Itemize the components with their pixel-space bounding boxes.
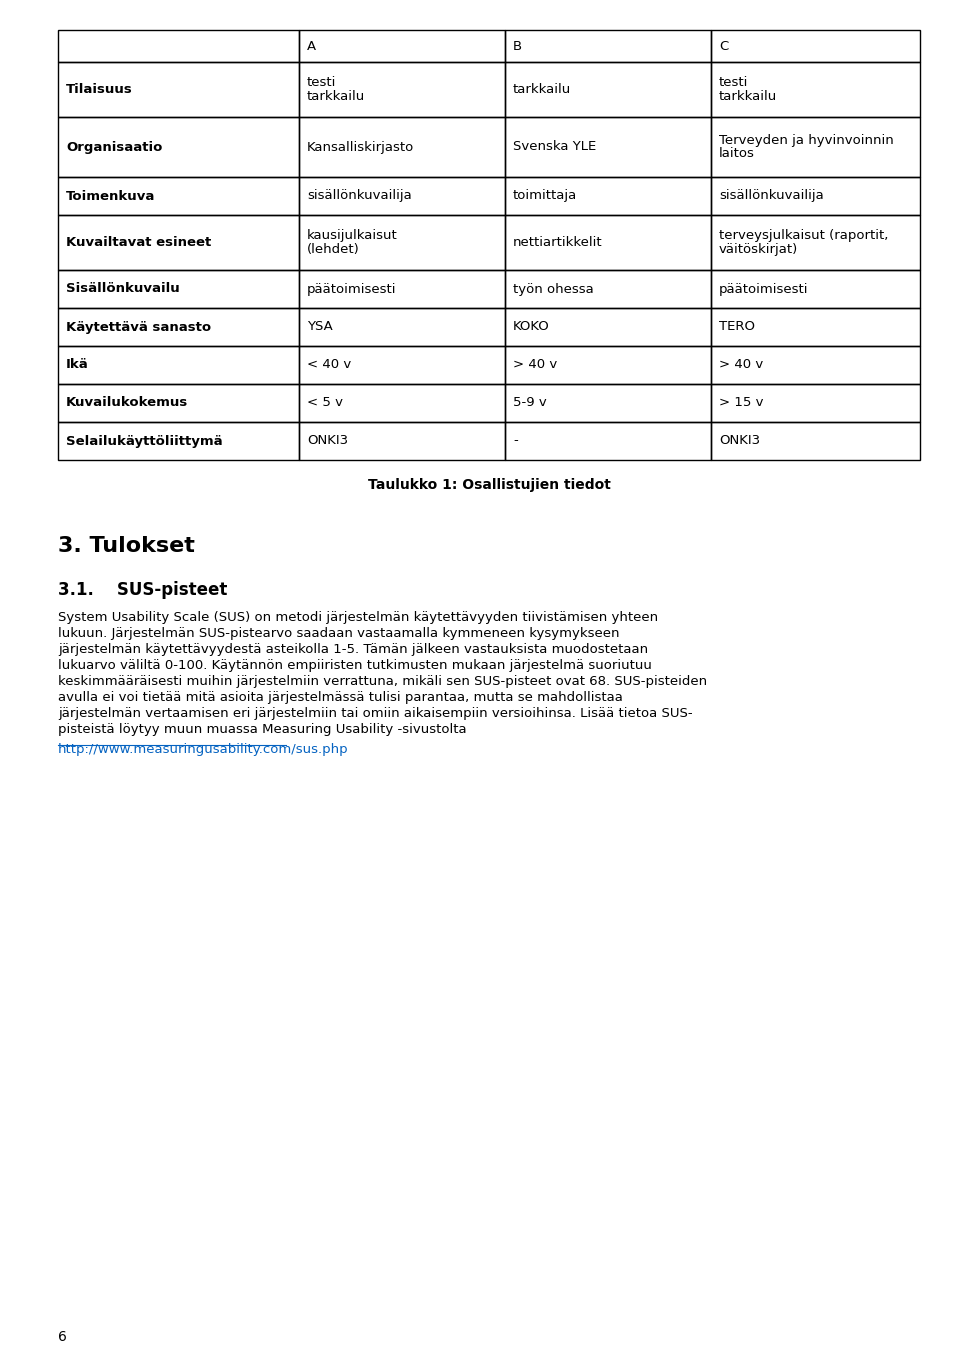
- Bar: [58, 308, 299, 346]
- Bar: [505, 422, 711, 460]
- Text: sisällönkuvailija: sisällönkuvailija: [307, 189, 412, 203]
- Text: Toimenkuva: Toimenkuva: [66, 189, 156, 203]
- Text: kausijulkaisut: kausijulkaisut: [307, 230, 397, 242]
- Text: sisällönkuvailija: sisällönkuvailija: [719, 189, 824, 203]
- Text: Ikä: Ikä: [66, 358, 88, 372]
- Bar: [505, 384, 711, 422]
- Bar: [58, 270, 299, 308]
- Text: laitos: laitos: [719, 147, 755, 159]
- Bar: [505, 30, 711, 63]
- Text: (lehdet): (lehdet): [307, 242, 360, 256]
- Text: Käytettävä sanasto: Käytettävä sanasto: [66, 320, 211, 334]
- Text: 3.1.    SUS-pisteet: 3.1. SUS-pisteet: [58, 582, 228, 599]
- Text: 5-9 v: 5-9 v: [513, 396, 547, 410]
- Bar: [711, 177, 920, 215]
- Bar: [505, 177, 711, 215]
- Bar: [505, 117, 711, 177]
- Text: avulla ei voi tietää mitä asioita järjestelmässä tulisi parantaa, mutta se mahdo: avulla ei voi tietää mitä asioita järjes…: [58, 691, 623, 704]
- Bar: [58, 30, 299, 63]
- Text: lukuun. Järjestelmän SUS-pistearvo saadaan vastaamalla kymmeneen kysymykseen: lukuun. Järjestelmän SUS-pistearvo saada…: [58, 627, 619, 640]
- Text: > 40 v: > 40 v: [513, 358, 557, 372]
- Text: pisteistä löytyy muun muassa Measuring Usability -sivustolta: pisteistä löytyy muun muassa Measuring U…: [58, 723, 467, 735]
- Text: terveysjulkaisut (raportit,: terveysjulkaisut (raportit,: [719, 230, 888, 242]
- Text: keskimmääräisesti muihin järjestelmiin verrattuna, mikäli sen SUS-pisteet ovat 6: keskimmääräisesti muihin järjestelmiin v…: [58, 676, 708, 688]
- Bar: [711, 384, 920, 422]
- Text: -: -: [513, 434, 517, 448]
- Text: järjestelmän vertaamisen eri järjestelmiin tai omiin aikaisempiin versioihinsa. : järjestelmän vertaamisen eri järjestelmi…: [58, 707, 692, 720]
- Bar: [299, 30, 505, 63]
- Text: C: C: [719, 39, 729, 53]
- Text: toimittaja: toimittaja: [513, 189, 577, 203]
- Text: ONKI3: ONKI3: [307, 434, 348, 448]
- Text: työn ohessa: työn ohessa: [513, 282, 593, 296]
- Bar: [58, 177, 299, 215]
- Bar: [299, 177, 505, 215]
- Bar: [505, 63, 711, 117]
- Text: 6: 6: [58, 1331, 67, 1344]
- Text: TERO: TERO: [719, 320, 755, 334]
- Text: nettiartikkelit: nettiartikkelit: [513, 236, 603, 249]
- Bar: [58, 117, 299, 177]
- Bar: [505, 308, 711, 346]
- Text: Sisällönkuvailu: Sisällönkuvailu: [66, 282, 180, 296]
- Text: < 40 v: < 40 v: [307, 358, 351, 372]
- Bar: [711, 422, 920, 460]
- Bar: [299, 270, 505, 308]
- Text: Kuvailtavat esineet: Kuvailtavat esineet: [66, 236, 211, 249]
- Bar: [58, 384, 299, 422]
- Bar: [711, 308, 920, 346]
- Text: päätoimisesti: päätoimisesti: [307, 282, 396, 296]
- Text: Kansalliskirjasto: Kansalliskirjasto: [307, 140, 415, 154]
- Text: tarkkailu: tarkkailu: [307, 90, 365, 102]
- Bar: [505, 346, 711, 384]
- Bar: [711, 215, 920, 270]
- Bar: [711, 30, 920, 63]
- Bar: [58, 215, 299, 270]
- Bar: [58, 422, 299, 460]
- Bar: [505, 270, 711, 308]
- Bar: [299, 215, 505, 270]
- Bar: [299, 384, 505, 422]
- Text: Taulukko 1: Osallistujien tiedot: Taulukko 1: Osallistujien tiedot: [368, 478, 611, 492]
- Text: KOKO: KOKO: [513, 320, 550, 334]
- Text: ONKI3: ONKI3: [719, 434, 760, 448]
- Text: väitöskirjat): väitöskirjat): [719, 242, 799, 256]
- Bar: [299, 422, 505, 460]
- Text: Selailukäyttöliittymä: Selailukäyttöliittymä: [66, 434, 223, 448]
- Text: http://www.measuringusability.com/sus.php: http://www.measuringusability.com/sus.ph…: [58, 744, 348, 756]
- Bar: [58, 63, 299, 117]
- Text: Kuvailukokemus: Kuvailukokemus: [66, 396, 188, 410]
- Text: Tilaisuus: Tilaisuus: [66, 83, 132, 95]
- Text: < 5 v: < 5 v: [307, 396, 343, 410]
- Text: tarkkailu: tarkkailu: [513, 83, 571, 95]
- Text: Terveyden ja hyvinvoinnin: Terveyden ja hyvinvoinnin: [719, 133, 894, 147]
- Text: B: B: [513, 39, 522, 53]
- Bar: [505, 215, 711, 270]
- Bar: [711, 63, 920, 117]
- Bar: [299, 63, 505, 117]
- Text: testi: testi: [307, 76, 336, 90]
- Bar: [299, 117, 505, 177]
- Text: > 40 v: > 40 v: [719, 358, 763, 372]
- Bar: [711, 346, 920, 384]
- Text: A: A: [307, 39, 316, 53]
- Text: YSA: YSA: [307, 320, 333, 334]
- Text: > 15 v: > 15 v: [719, 396, 763, 410]
- Text: 3. Tulokset: 3. Tulokset: [58, 537, 195, 556]
- Bar: [299, 308, 505, 346]
- Bar: [58, 346, 299, 384]
- Text: tarkkailu: tarkkailu: [719, 90, 778, 102]
- Text: testi: testi: [719, 76, 749, 90]
- Bar: [299, 346, 505, 384]
- Bar: [711, 270, 920, 308]
- Text: Organisaatio: Organisaatio: [66, 140, 162, 154]
- Text: järjestelmän käytettävyydestä asteikolla 1-5. Tämän jälkeen vastauksista muodost: järjestelmän käytettävyydestä asteikolla…: [58, 643, 648, 656]
- Text: Svenska YLE: Svenska YLE: [513, 140, 596, 154]
- Text: System Usability Scale (SUS) on metodi järjestelmän käytettävyyden tiivistämisen: System Usability Scale (SUS) on metodi j…: [58, 612, 659, 624]
- Bar: [711, 117, 920, 177]
- Text: lukuarvo väliltä 0-100. Käytännön empiiristen tutkimusten mukaan järjestelmä suo: lukuarvo väliltä 0-100. Käytännön empiir…: [58, 659, 652, 671]
- Text: päätoimisesti: päätoimisesti: [719, 282, 808, 296]
